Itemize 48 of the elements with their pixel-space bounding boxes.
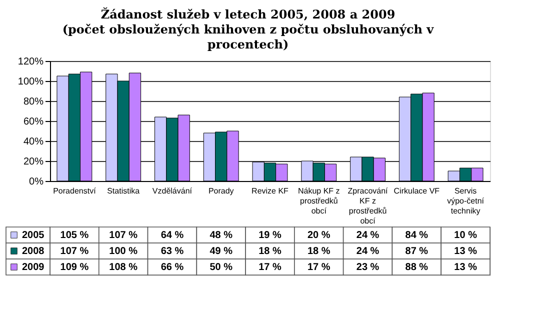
data-label: 23 % (356, 262, 380, 273)
data-label: 108 % (109, 262, 138, 273)
y-tick-label: 40% (23, 136, 44, 148)
data-label: 17 % (258, 262, 282, 273)
x-tick-label: Revize KF (252, 186, 289, 196)
data-label: 24 % (356, 230, 380, 241)
data-label: 19 % (258, 230, 282, 241)
x-tick-label: Statistika (107, 186, 140, 196)
data-label: 24 % (356, 246, 380, 257)
data-label: 107 % (60, 246, 89, 257)
data-label: 107 % (109, 230, 138, 241)
data-label: 17 % (307, 262, 330, 273)
data-label: 13 % (454, 246, 478, 257)
data-label: 48 % (210, 230, 233, 241)
x-tick-label: Nákup KF z prostředků obcí (298, 186, 340, 216)
data-label: 66 % (160, 262, 184, 273)
x-tick-label: Zpracování KF z prostředků obcí (348, 186, 389, 226)
data-label: 87 % (405, 246, 428, 257)
y-tick-label: 80% (23, 96, 44, 108)
legend-label: 2008 (22, 246, 45, 257)
data-label: 63 % (160, 246, 184, 257)
x-tick-label: Vzdělávání (152, 186, 193, 196)
data-label: 109 % (60, 262, 89, 273)
data-label: 49 % (210, 246, 233, 257)
y-tick-label: 100% (18, 76, 44, 88)
y-tick-label: 0% (29, 176, 44, 188)
legend-label: 2009 (22, 262, 45, 273)
chart-title: Žádanost služeb v letech 2005, 2008 a 2009 (100, 6, 396, 22)
y-tick-label: 20% (23, 156, 44, 168)
data-label: 18 % (307, 246, 330, 257)
data-label: 50 % (210, 262, 233, 273)
data-label: 13 % (454, 262, 478, 273)
x-tick-label: Porady (208, 186, 234, 196)
x-tick-label: Cirkulace VF (394, 186, 440, 196)
y-tick-label: 120% (18, 56, 44, 68)
data-label: 100 % (109, 246, 138, 257)
x-tick-label: Poradenství (53, 186, 97, 196)
data-label: 84 % (405, 230, 428, 241)
data-label: 64 % (160, 230, 184, 241)
data-label: 88 % (405, 262, 428, 273)
data-label: 18 % (258, 246, 282, 257)
legend-label: 2005 (22, 230, 45, 241)
y-tick-label: 60% (23, 116, 44, 128)
data-label: 105 % (60, 230, 89, 241)
x-tick-label: Servis výpo-četní techniky (447, 186, 485, 216)
data-label: 10 % (454, 230, 478, 241)
chart-subtitle: (počet obsloužených knihoven z počtu obsluhovaných v procentech) (62, 22, 435, 52)
data-label: 20 % (307, 230, 330, 241)
